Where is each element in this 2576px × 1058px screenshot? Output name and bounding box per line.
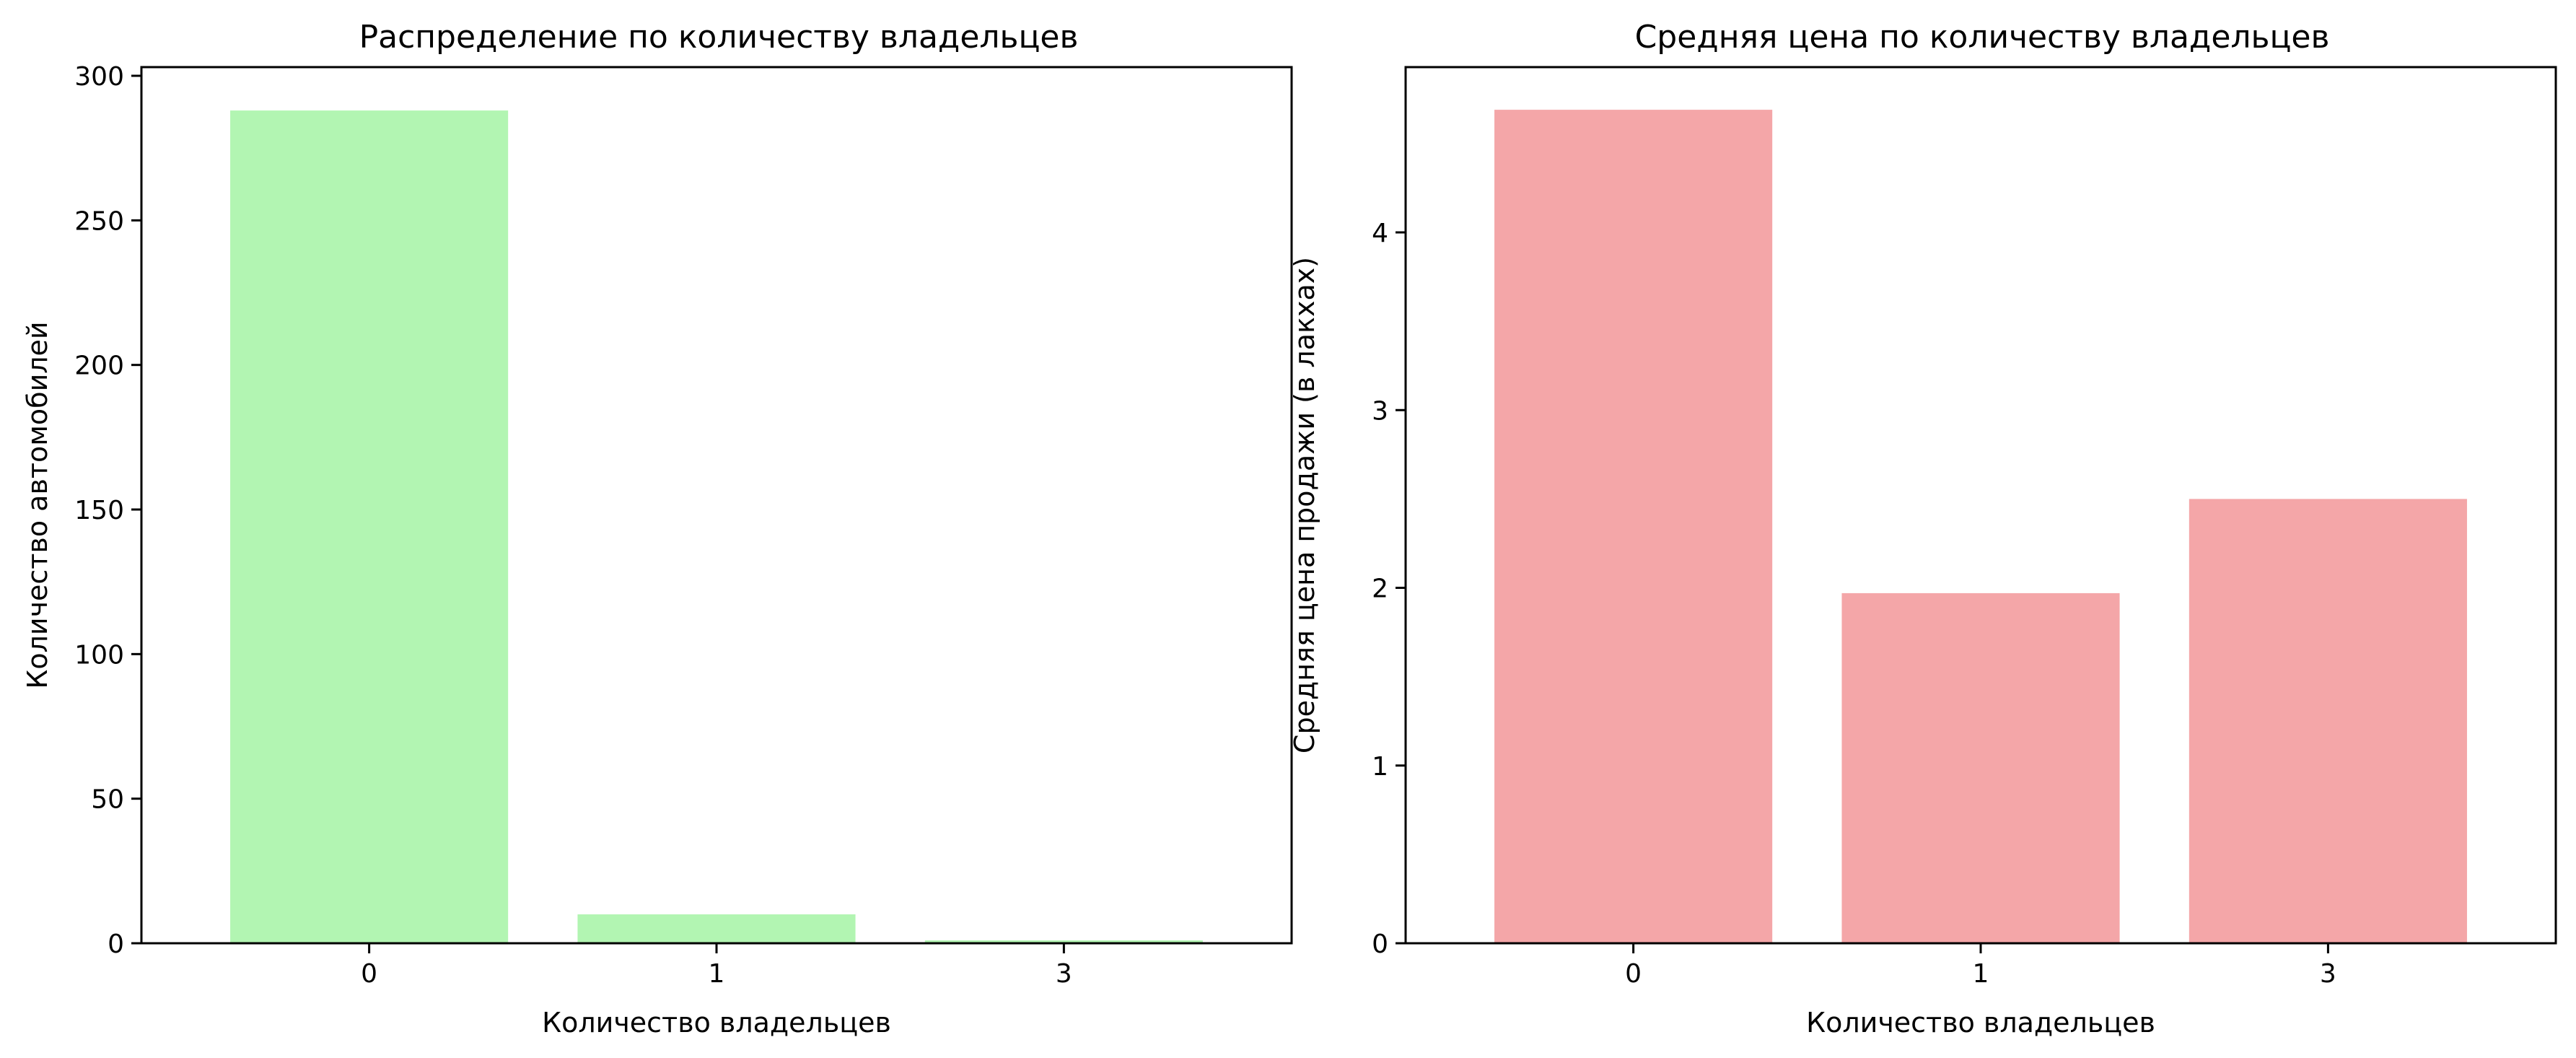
y-tick-label: 150 [74,496,124,525]
x-tick-label: 0 [361,959,377,989]
y-tick-label: 100 [74,640,124,670]
x-tick-label: 1 [709,959,725,989]
bar-1 [1841,593,2120,943]
plot-frame [140,66,1293,945]
bar-3 [2189,499,2467,943]
bars [230,110,1203,944]
y-tick-label: 4 [1372,219,1388,248]
chart-title: Распределение по количеству владельцев [359,19,1079,56]
y-tick-label: 0 [1372,930,1388,959]
x-ticks: 0 1 3 [1625,943,2336,989]
y-ticks: 0 50 100 150 200 250 300 [74,62,141,959]
bars [1494,110,2467,944]
x-tick-label: 0 [1625,959,1642,989]
y-tick-label: 3 [1372,396,1388,426]
x-tick-label: 1 [1973,959,1989,989]
y-tick-label: 0 [108,930,124,959]
x-ticks: 0 1 3 [361,943,1072,989]
plot-frame [1404,66,2557,945]
y-tick-label: 50 [91,785,124,815]
y-tick-label: 200 [74,351,124,381]
bar-0 [230,110,509,944]
y-tick-label: 300 [74,62,124,92]
bar-1 [577,914,856,943]
bar-3 [924,940,1203,943]
x-tick-label: 3 [2320,959,2336,989]
y-tick-label: 2 [1372,574,1388,604]
x-axis-label: Количество владельцев [1806,1007,2155,1039]
y-ticks: 0 1 2 3 4 [1372,219,1406,959]
y-axis-label: Средняя цена продажи (в лакхах) [1289,257,1320,753]
bar-0 [1494,110,1773,944]
chart-title: Средняя цена по количеству владельцев [1635,19,2330,56]
y-tick-label: 250 [74,206,124,236]
chart-owner-distribution: Распределение по количеству владельцев 0… [22,19,1293,1039]
y-tick-label: 1 [1372,752,1388,782]
y-axis-label: Количество автомобилей [22,321,53,688]
x-tick-label: 3 [1056,959,1072,989]
x-axis-label: Количество владельцев [542,1007,891,1039]
chart-avg-price: Средняя цена по количеству владельцев 0 1… [1289,19,2557,1039]
